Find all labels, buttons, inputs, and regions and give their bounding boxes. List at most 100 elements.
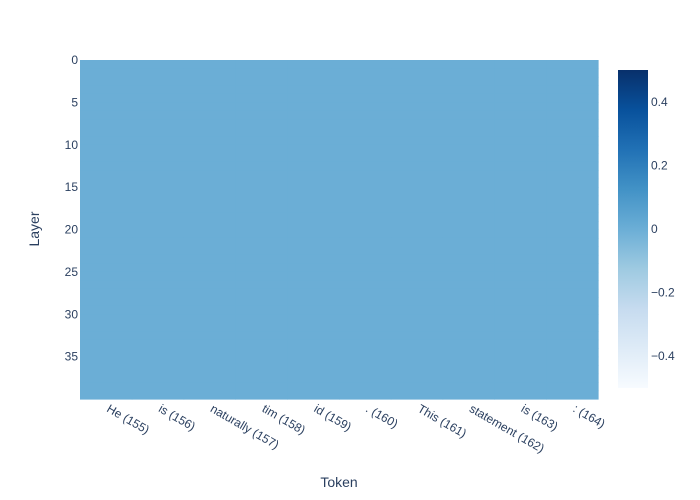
heatmap-cell xyxy=(546,102,599,112)
heatmap-cell xyxy=(287,382,340,392)
heatmap-cell xyxy=(494,237,547,248)
heatmap-cell xyxy=(235,348,288,358)
heatmap-cell xyxy=(80,221,133,231)
heatmap-cell xyxy=(131,85,185,95)
heatmap-cell xyxy=(390,119,444,129)
heatmap-cell xyxy=(442,76,495,87)
heatmap-cell xyxy=(339,204,392,214)
heatmap-cell xyxy=(442,102,495,112)
heatmap-cell xyxy=(183,246,236,256)
heatmap-cell xyxy=(287,212,340,222)
heatmap-cell xyxy=(494,204,547,214)
heatmap-cell xyxy=(339,221,392,231)
x-tick-label: is (156) xyxy=(156,401,198,433)
heatmap-cell xyxy=(442,271,495,281)
heatmap-cell xyxy=(442,170,495,180)
heatmap-cell xyxy=(494,153,547,163)
heatmap-cell xyxy=(235,93,288,103)
heatmap-cell xyxy=(546,305,599,315)
heatmap-cell xyxy=(390,93,444,103)
heatmap-cell xyxy=(546,237,599,248)
heatmap-cell xyxy=(339,170,392,180)
heatmap-cell xyxy=(494,68,547,78)
heatmap-cell xyxy=(494,305,547,315)
heatmap-cell xyxy=(442,237,495,248)
heatmap-cell xyxy=(183,127,236,137)
heatmap-cell xyxy=(494,212,547,222)
heatmap-cell xyxy=(390,60,444,70)
heatmap-cell xyxy=(131,76,185,87)
heatmap-cell xyxy=(80,305,133,315)
heatmap-cell xyxy=(442,348,495,358)
heatmap-cell xyxy=(390,68,444,78)
heatmap-cell xyxy=(390,373,444,383)
heatmap-cell xyxy=(235,178,288,188)
heatmap-cell xyxy=(442,153,495,163)
heatmap-cell xyxy=(80,297,133,307)
heatmap-cell xyxy=(494,348,547,358)
heatmap-cell xyxy=(287,229,340,239)
heatmap-cell xyxy=(183,136,236,146)
y-tick-label: 5 xyxy=(71,95,78,109)
heatmap-cell xyxy=(235,110,288,120)
heatmap-cell xyxy=(546,382,599,392)
heatmap-cell xyxy=(546,110,599,120)
heatmap-cell xyxy=(546,76,599,87)
heatmap-cell xyxy=(183,110,236,120)
heatmap-cell xyxy=(494,271,547,281)
heatmap-cell xyxy=(494,127,547,137)
heatmap-cell xyxy=(80,288,133,298)
heatmap-cell xyxy=(442,280,495,290)
x-tick-label: id (159) xyxy=(312,401,354,433)
heatmap-cell xyxy=(235,305,288,315)
heatmap-cell xyxy=(390,382,444,392)
heatmap-cell xyxy=(235,204,288,214)
heatmap-cell xyxy=(131,331,185,341)
x-tick-label: . (160) xyxy=(363,401,400,430)
heatmap-cell xyxy=(80,178,133,188)
heatmap-cell xyxy=(131,297,185,307)
heatmap-cell xyxy=(390,178,444,188)
heatmap-cell xyxy=(80,237,133,248)
heatmap-cell xyxy=(287,221,340,231)
heatmap-cell xyxy=(442,187,495,197)
heatmap-cell xyxy=(390,85,444,95)
heatmap-cell xyxy=(80,102,133,112)
colorbar-tick-label: 0 xyxy=(651,222,658,236)
heatmap-cell xyxy=(339,212,392,222)
heatmap-cell xyxy=(131,93,185,103)
heatmap-cell xyxy=(494,136,547,146)
heatmap-cell xyxy=(183,288,236,298)
heatmap-cell xyxy=(183,178,236,188)
heatmap-cell xyxy=(494,373,547,383)
heatmap-cell xyxy=(339,93,392,103)
heatmap-cell xyxy=(494,314,547,324)
heatmap-cell xyxy=(546,390,599,400)
heatmap-cell xyxy=(131,221,185,231)
heatmap-cell xyxy=(80,170,133,180)
heatmap-cell xyxy=(287,365,340,375)
heatmap-cell xyxy=(546,356,599,366)
heatmap-cell xyxy=(442,204,495,214)
heatmap-cell xyxy=(235,280,288,290)
colorbar-tick-label: 0.2 xyxy=(651,158,668,172)
heatmap-cell xyxy=(390,136,444,146)
heatmap-cell xyxy=(80,85,133,95)
heatmap-cell xyxy=(442,127,495,137)
heatmap-cell xyxy=(183,365,236,375)
heatmap-cell xyxy=(390,102,444,112)
heatmap-cell xyxy=(235,322,288,332)
heatmap-cell xyxy=(183,221,236,231)
heatmap-cell xyxy=(235,102,288,112)
heatmap-cell xyxy=(442,229,495,239)
heatmap-cell xyxy=(131,365,185,375)
heatmap-cell xyxy=(235,331,288,341)
heatmap-cell xyxy=(131,170,185,180)
heatmap-cell xyxy=(80,263,133,273)
heatmap-cell xyxy=(494,76,547,87)
heatmap-cell xyxy=(546,254,599,264)
heatmap-cell xyxy=(80,280,133,290)
heatmap-cell xyxy=(131,161,185,171)
heatmap-cell xyxy=(287,178,340,188)
colorbar-tick-label: 0.4 xyxy=(651,95,668,109)
